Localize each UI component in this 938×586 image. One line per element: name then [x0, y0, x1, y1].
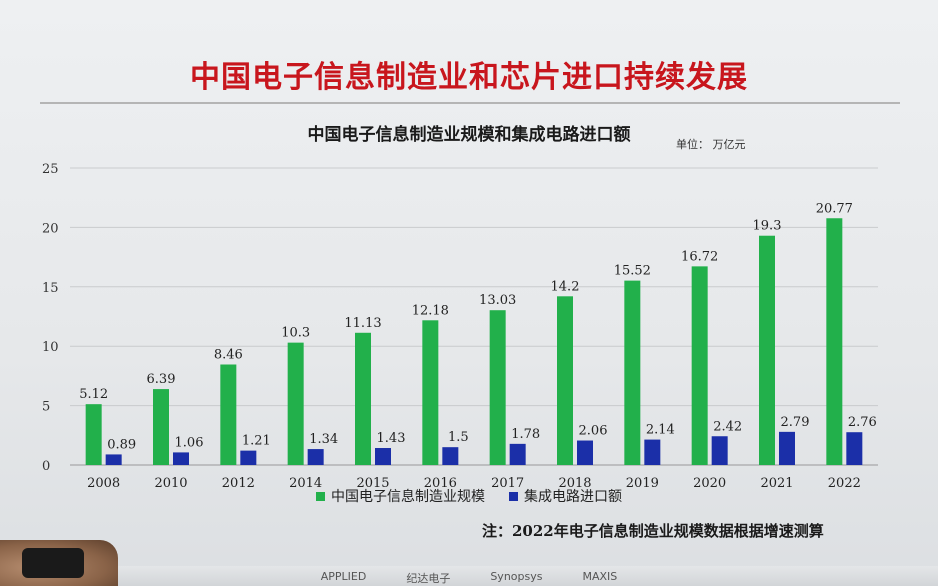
bar-ic-import	[644, 439, 661, 465]
bar-manufacturing	[759, 235, 775, 465]
data-label-ic-import: 2.76	[848, 415, 877, 430]
legend-item-manufacturing: 中国电子信息制造业规模	[316, 486, 485, 506]
bar-manufacturing	[355, 332, 371, 465]
sponsor-logos: APPLIED 纪达电子 Synopsys MAXIS	[0, 570, 938, 586]
y-tick-label: 20	[42, 221, 59, 236]
sponsor-strip	[0, 566, 938, 586]
bar-ic-import	[307, 449, 324, 465]
x-tick-label: 2010	[154, 476, 187, 491]
bar-manufacturing	[85, 404, 102, 465]
legend-swatch-green	[316, 491, 325, 501]
sponsor-logo: APPLIED	[320, 570, 367, 583]
data-label-ic-import: 2.42	[713, 419, 742, 434]
bar-manufacturing	[691, 266, 708, 465]
data-label-manufacturing: 15.52	[614, 264, 651, 279]
sponsor-logo: MAXIS	[582, 570, 618, 583]
data-label-ic-import: 2.79	[781, 415, 810, 430]
data-label-manufacturing: 14.2	[551, 279, 580, 294]
title-divider	[40, 102, 900, 104]
y-tick-label: 25	[42, 162, 59, 177]
bar-manufacturing	[826, 218, 843, 465]
bar-ic-import	[442, 447, 459, 465]
data-label-ic-import: 0.89	[107, 437, 136, 452]
bar-ic-import	[105, 454, 122, 465]
y-tick-label: 5	[42, 400, 50, 415]
legend-item-ic-import: 集成电路进口额	[509, 486, 622, 506]
x-tick-label: 2018	[558, 476, 591, 491]
chart-legend: 中国电子信息制造业规模 集成电路进口额	[0, 486, 938, 506]
x-tick-label: 2021	[760, 476, 793, 491]
data-label-ic-import: 1.78	[511, 427, 540, 442]
bar-ic-import	[509, 443, 526, 465]
bar-ic-import	[577, 440, 593, 465]
data-label-manufacturing: 5.12	[79, 387, 108, 402]
bar-manufacturing	[153, 389, 169, 465]
bar-ic-import	[375, 448, 391, 465]
bar-manufacturing	[489, 310, 506, 465]
data-label-ic-import: 1.43	[377, 431, 406, 446]
data-label-manufacturing: 11.13	[344, 316, 381, 331]
bar-ic-import	[779, 431, 795, 465]
bar-manufacturing	[624, 280, 641, 465]
legend-swatch-blue	[509, 491, 518, 501]
main-title: 中国电子信息制造业和芯片进口持续发展	[190, 60, 748, 95]
x-tick-label: 2019	[626, 476, 659, 491]
x-tick-label: 2017	[491, 476, 524, 491]
x-tick-label: 2008	[87, 476, 120, 491]
x-tick-label: 2014	[289, 476, 322, 491]
data-label-ic-import: 1.21	[242, 434, 271, 449]
phone-device	[22, 548, 84, 578]
data-label-ic-import: 1.5	[448, 430, 469, 445]
legend-label: 集成电路进口额	[524, 489, 622, 505]
x-tick-label: 2012	[222, 476, 255, 491]
bar-manufacturing	[220, 364, 237, 465]
x-tick-label: 2015	[356, 476, 389, 491]
y-tick-label: 0	[42, 459, 50, 474]
sponsor-logo: 纪达电子	[406, 572, 451, 585]
data-label-manufacturing: 13.03	[479, 293, 516, 308]
x-tick-label: 2016	[424, 476, 457, 491]
data-label-manufacturing: 10.3	[281, 326, 310, 341]
data-label-manufacturing: 20.77	[816, 201, 853, 216]
x-tick-label: 2022	[828, 476, 861, 491]
y-tick-label: 10	[42, 340, 59, 355]
data-label-ic-import: 1.34	[309, 432, 338, 447]
bar-ic-import	[173, 452, 189, 465]
data-label-manufacturing: 6.39	[147, 372, 176, 387]
bar-manufacturing	[287, 342, 304, 465]
data-label-ic-import: 2.14	[646, 423, 675, 438]
data-label-manufacturing: 12.18	[412, 303, 449, 318]
bar-ic-import	[240, 450, 257, 465]
legend-label: 中国电子信息制造业规模	[331, 489, 485, 505]
bar-ic-import	[846, 432, 863, 465]
x-tick-label: 2020	[693, 476, 726, 491]
data-label-manufacturing: 19.3	[753, 219, 782, 234]
unit-label: 单位： 万亿元	[676, 138, 746, 151]
data-label-ic-import: 2.06	[579, 424, 608, 439]
y-tick-label: 15	[42, 281, 59, 296]
bar-manufacturing	[422, 320, 439, 465]
chart-title: 中国电子信息制造业规模和集成电路进口额	[307, 125, 631, 145]
data-label-ic-import: 1.06	[175, 435, 204, 450]
data-label-manufacturing: 16.72	[681, 249, 718, 264]
footnote: 注：2022年电子信息制造业规模数据根据增速测算	[482, 522, 824, 540]
bar-manufacturing	[557, 296, 573, 465]
data-label-manufacturing: 8.46	[214, 347, 243, 362]
bar-ic-import	[711, 436, 728, 465]
sponsor-logo: Synopsys	[490, 570, 543, 583]
